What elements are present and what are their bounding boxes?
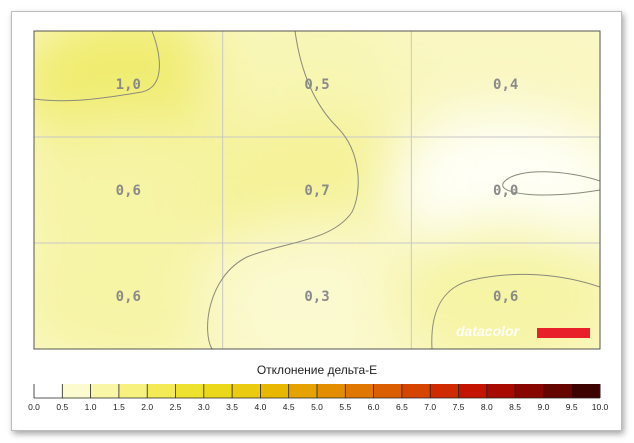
legend-tick-label: 3.0 [198,402,210,412]
legend-swatch [401,384,431,398]
cell-value: 0,4 [493,77,518,93]
legend-tick-label: 6.5 [396,402,408,412]
legend-tick-label: 5.5 [339,402,351,412]
legend-swatch [543,384,573,398]
contour-line [502,171,600,196]
cell-value: 0,3 [304,289,329,305]
legend-tick-label: 4.5 [283,402,295,412]
legend-tick-label: 9.0 [537,402,549,412]
legend-tick-label: 10.0 [592,402,609,412]
heatmap-gradient [34,31,600,349]
cell-value: 0,6 [493,289,518,305]
cell-value: 0,6 [116,289,141,305]
legend-swatch [175,384,205,398]
legend-tick-label: 3.5 [226,402,238,412]
legend-tick-label: 5.0 [311,402,323,412]
legend-swatch [232,384,261,398]
legend-swatch [260,384,290,398]
legend-tick-label: 8.0 [481,402,493,412]
plot-border [33,30,601,350]
legend-swatch [147,384,176,398]
legend-tick-label: 4.0 [254,402,266,412]
contour-lines [34,31,600,349]
grid-lines [34,31,600,349]
legend-swatch [515,384,544,398]
heatmap-cell [388,221,600,349]
heatmap-cell [200,115,434,265]
cell-value: 1,0 [116,77,141,93]
cell-values: 1,0 0,5 0,4 0,6 0,7 0,0 0,6 0,3 0,6 [116,77,519,305]
brand-bar [537,328,590,338]
chart-frame: 1,0 0,5 0,4 0,6 0,7 0,0 0,6 0,3 0,6 datacolor От… [11,11,622,431]
legend-tick-label: 1.0 [85,402,97,412]
legend-swatch [458,384,488,398]
legend-tick-label: 1.5 [113,402,125,412]
legend-swatch [203,384,233,398]
brand-text: datacolor [456,323,521,339]
legend-tick-label: 2.0 [141,402,153,412]
legend-tick-label: 9.5 [566,402,578,412]
contour-line [431,273,600,349]
heatmap-cell [200,221,434,349]
legend-swatch [118,384,148,398]
cell-value: 0,6 [116,183,141,199]
heatmap-cell [34,221,246,349]
heatmap-plot: 1,0 0,5 0,4 0,6 0,7 0,0 0,6 0,3 0,6 datacolor [34,31,600,349]
legend-swatch [34,384,63,398]
legend-tick-label: 0.5 [56,402,68,412]
legend-tick-label: 7.5 [453,402,465,412]
legend-title: Отклонение дельта-E [257,363,377,377]
legend-swatch [62,384,92,398]
legend-tick-label: 7.0 [424,402,436,412]
legend-tick-label: 8.5 [509,402,521,412]
contour-line [34,31,160,102]
legend-swatch [486,384,516,398]
legend-swatch [571,384,601,398]
cell-value: 0,0 [493,183,518,199]
legend-swatch [430,384,459,398]
legend-swatch [345,384,375,398]
heatmap-chart: 1,0 0,5 0,4 0,6 0,7 0,0 0,6 0,3 0,6 datacolor От… [28,30,609,412]
legend-swatch [90,384,120,398]
legend-swatch [288,384,318,398]
legend-tick-label: 6.0 [368,402,380,412]
color-legend: 0.0 0.5 1.0 1.5 2.0 2.5 3.0 3.5 4.0 4.5 5.0 5.5 6.0 6… [28,384,609,412]
contour-line [207,31,359,349]
brand-logo: datacolor [456,323,590,339]
legend-tick-label: 2.5 [170,402,182,412]
legend-tick-label: 0.0 [28,402,40,412]
legend-swatch [317,384,346,398]
cell-value: 0,7 [304,183,329,199]
cell-value: 0,5 [304,77,329,93]
legend-swatch [373,384,403,398]
